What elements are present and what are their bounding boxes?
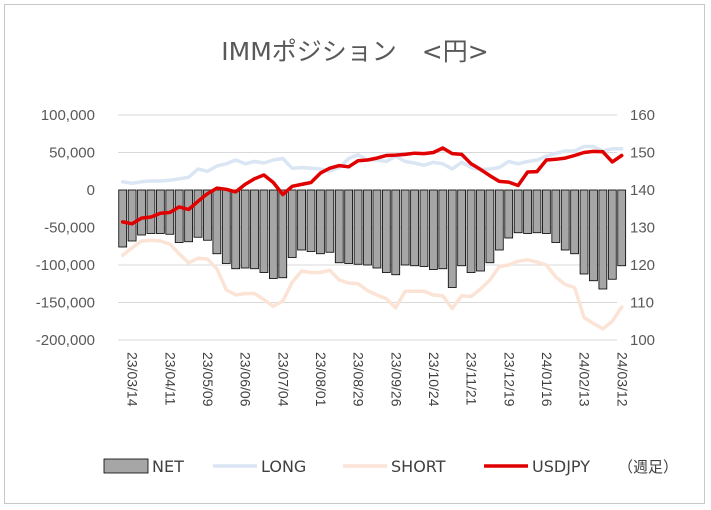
usdjpy-line — [120, 146, 624, 226]
net-bar — [532, 189, 542, 234]
net-bar — [419, 189, 429, 267]
left-tick-label: 50,000 — [49, 145, 95, 162]
net-bar — [231, 189, 241, 270]
net-bar — [203, 189, 212, 241]
net-bar — [372, 189, 382, 269]
net-bar — [617, 189, 627, 267]
x-tick-label: 23/04/11 — [162, 352, 178, 406]
left-axis-ticks: 100,000 50,000 0 -50,000 -100,000 -150,000 -20… — [36, 107, 95, 349]
left-tick-label: 100,000 — [41, 107, 95, 124]
x-tick-label: 23/09/26 — [388, 352, 404, 407]
frequency-note: （週足） — [618, 458, 678, 476]
x-tick-label: 24/03/12 — [614, 352, 630, 407]
right-tick-label: 110 — [630, 295, 654, 312]
net-bar — [146, 189, 156, 234]
x-axis-ticks: 23/03/14 23/04/11 23/05/09 23/06/06 23/07/04… — [125, 352, 631, 407]
net-bar — [542, 189, 551, 234]
net-bar — [504, 189, 514, 239]
net-bars — [118, 189, 627, 290]
net-bar — [438, 189, 448, 270]
net-bar — [560, 189, 570, 251]
right-tick-label: 140 — [630, 182, 655, 199]
legend-swatch-net — [103, 458, 149, 474]
net-bar — [212, 189, 222, 255]
net-bar — [466, 189, 476, 273]
legend-label-net: NET — [152, 457, 184, 476]
left-tick-label: -100,000 — [36, 257, 95, 274]
net-bar — [513, 189, 523, 234]
net-bar — [476, 189, 485, 272]
net-bar — [429, 189, 438, 270]
right-axis-ticks: 160 150 140 130 120 110 100 — [630, 107, 655, 349]
net-bar — [127, 189, 137, 242]
net-bar — [551, 189, 561, 243]
right-tick-label: 160 — [630, 107, 655, 124]
net-bar — [410, 189, 419, 267]
net-bar — [268, 189, 278, 279]
x-tick-label: 23/06/06 — [238, 352, 254, 407]
x-tick-label: 23/10/24 — [426, 352, 442, 407]
net-bar — [240, 189, 250, 269]
net-bar — [184, 189, 193, 243]
net-bar — [250, 189, 259, 270]
net-bar — [523, 189, 532, 234]
net-bar — [598, 189, 608, 290]
net-bar — [391, 189, 401, 276]
left-tick-label: -200,000 — [36, 332, 95, 349]
chart-title: IMMポジション <円> — [221, 37, 488, 66]
net-bar — [344, 189, 354, 264]
net-bar — [579, 189, 589, 275]
short-line — [120, 238, 624, 331]
legend-label-short: SHORT — [391, 457, 446, 476]
net-bar — [589, 189, 598, 282]
net-bar — [400, 189, 410, 266]
legend-label-long: LONG — [261, 457, 306, 476]
legend: NET LONG SHORT USDJPY — [103, 457, 590, 476]
left-tick-label: 0 — [87, 182, 95, 199]
net-bar — [457, 189, 467, 267]
net-bar — [174, 189, 184, 243]
x-tick-label: 23/12/19 — [501, 352, 517, 407]
right-tick-label: 120 — [630, 257, 655, 274]
x-tick-label: 23/11/21 — [464, 352, 480, 406]
net-bar — [278, 189, 288, 279]
net-bar — [494, 189, 504, 251]
x-tick-label: 24/01/16 — [539, 352, 555, 407]
net-bar — [363, 189, 372, 266]
net-bar — [381, 189, 391, 273]
net-bar — [221, 189, 231, 264]
net-bar — [193, 189, 203, 238]
x-tick-label: 24/02/13 — [577, 352, 593, 407]
x-tick-label: 23/08/29 — [351, 352, 367, 407]
net-bar — [447, 189, 457, 288]
net-bar — [306, 189, 316, 252]
net-bar — [334, 189, 344, 264]
series-lines — [120, 144, 624, 331]
x-tick-label: 23/05/09 — [200, 352, 216, 407]
net-bar — [297, 189, 306, 251]
net-bar — [570, 189, 579, 255]
net-bar — [259, 189, 269, 273]
right-tick-label: 150 — [630, 145, 655, 162]
x-tick-label: 23/03/14 — [125, 352, 141, 407]
net-bar — [316, 189, 325, 255]
x-tick-label: 23/08/01 — [313, 352, 329, 407]
net-bar — [137, 189, 146, 236]
net-bar — [485, 189, 495, 264]
net-bar — [607, 189, 617, 280]
legend-label-usdjpy: USDJPY — [532, 457, 590, 476]
net-bar — [353, 189, 363, 265]
net-bar — [118, 189, 128, 248]
net-bar — [287, 189, 297, 258]
net-bar — [325, 189, 335, 253]
right-tick-label: 130 — [630, 220, 655, 237]
right-tick-label: 100 — [630, 332, 655, 349]
left-tick-label: -150,000 — [36, 295, 95, 312]
x-tick-label: 23/07/04 — [275, 352, 291, 407]
left-tick-label: -50,000 — [44, 220, 95, 237]
